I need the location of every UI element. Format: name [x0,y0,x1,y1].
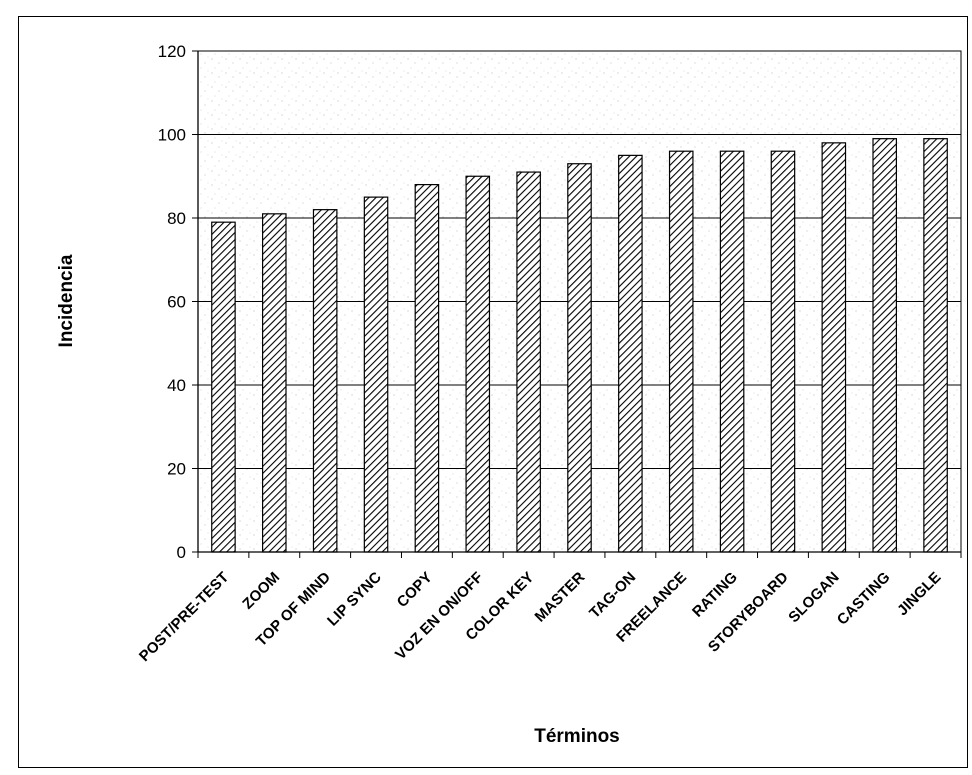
x-tick-label: TAG-ON [586,569,639,622]
x-tick-label: JINGLE [894,569,944,619]
y-tick-label: 20 [167,460,186,479]
bar-series [211,138,948,553]
bar [719,150,745,553]
bar [923,138,948,553]
x-tick-label: VOZ EN ON/OFF [392,569,487,664]
bar [618,154,643,553]
y-axis-title: Incidencia [56,254,77,347]
x-tick-label: MASTER [532,569,589,626]
y-tick-label: 120 [158,42,186,61]
bar [668,150,694,553]
x-tick-label: ZOOM [239,569,283,613]
x-tick-label: LIP SYNC [324,569,385,630]
bar [872,138,897,553]
x-axis-title: Términos [534,726,620,747]
bar [414,184,440,553]
bar [312,209,338,553]
y-tick-label: 0 [177,543,186,562]
bar [567,163,592,553]
y-axis-ticks: 0 20 40 60 80 100 120 [158,42,198,562]
y-tick-label: 100 [158,126,186,145]
x-tick-label: COPY [394,569,436,611]
bar [516,171,541,553]
y-tick-label: 40 [167,376,186,395]
bar [821,142,847,553]
bar [262,213,287,553]
y-tick-label: 60 [167,293,186,312]
x-tick-label: POST/PRE-TEST [136,569,232,665]
y-tick-label: 80 [167,209,186,228]
bar [770,150,796,553]
bar [363,196,389,553]
bar [465,175,491,553]
bar [211,221,236,553]
x-tick-label: RATING [689,569,741,621]
x-tick-label: CASTING [834,569,894,629]
